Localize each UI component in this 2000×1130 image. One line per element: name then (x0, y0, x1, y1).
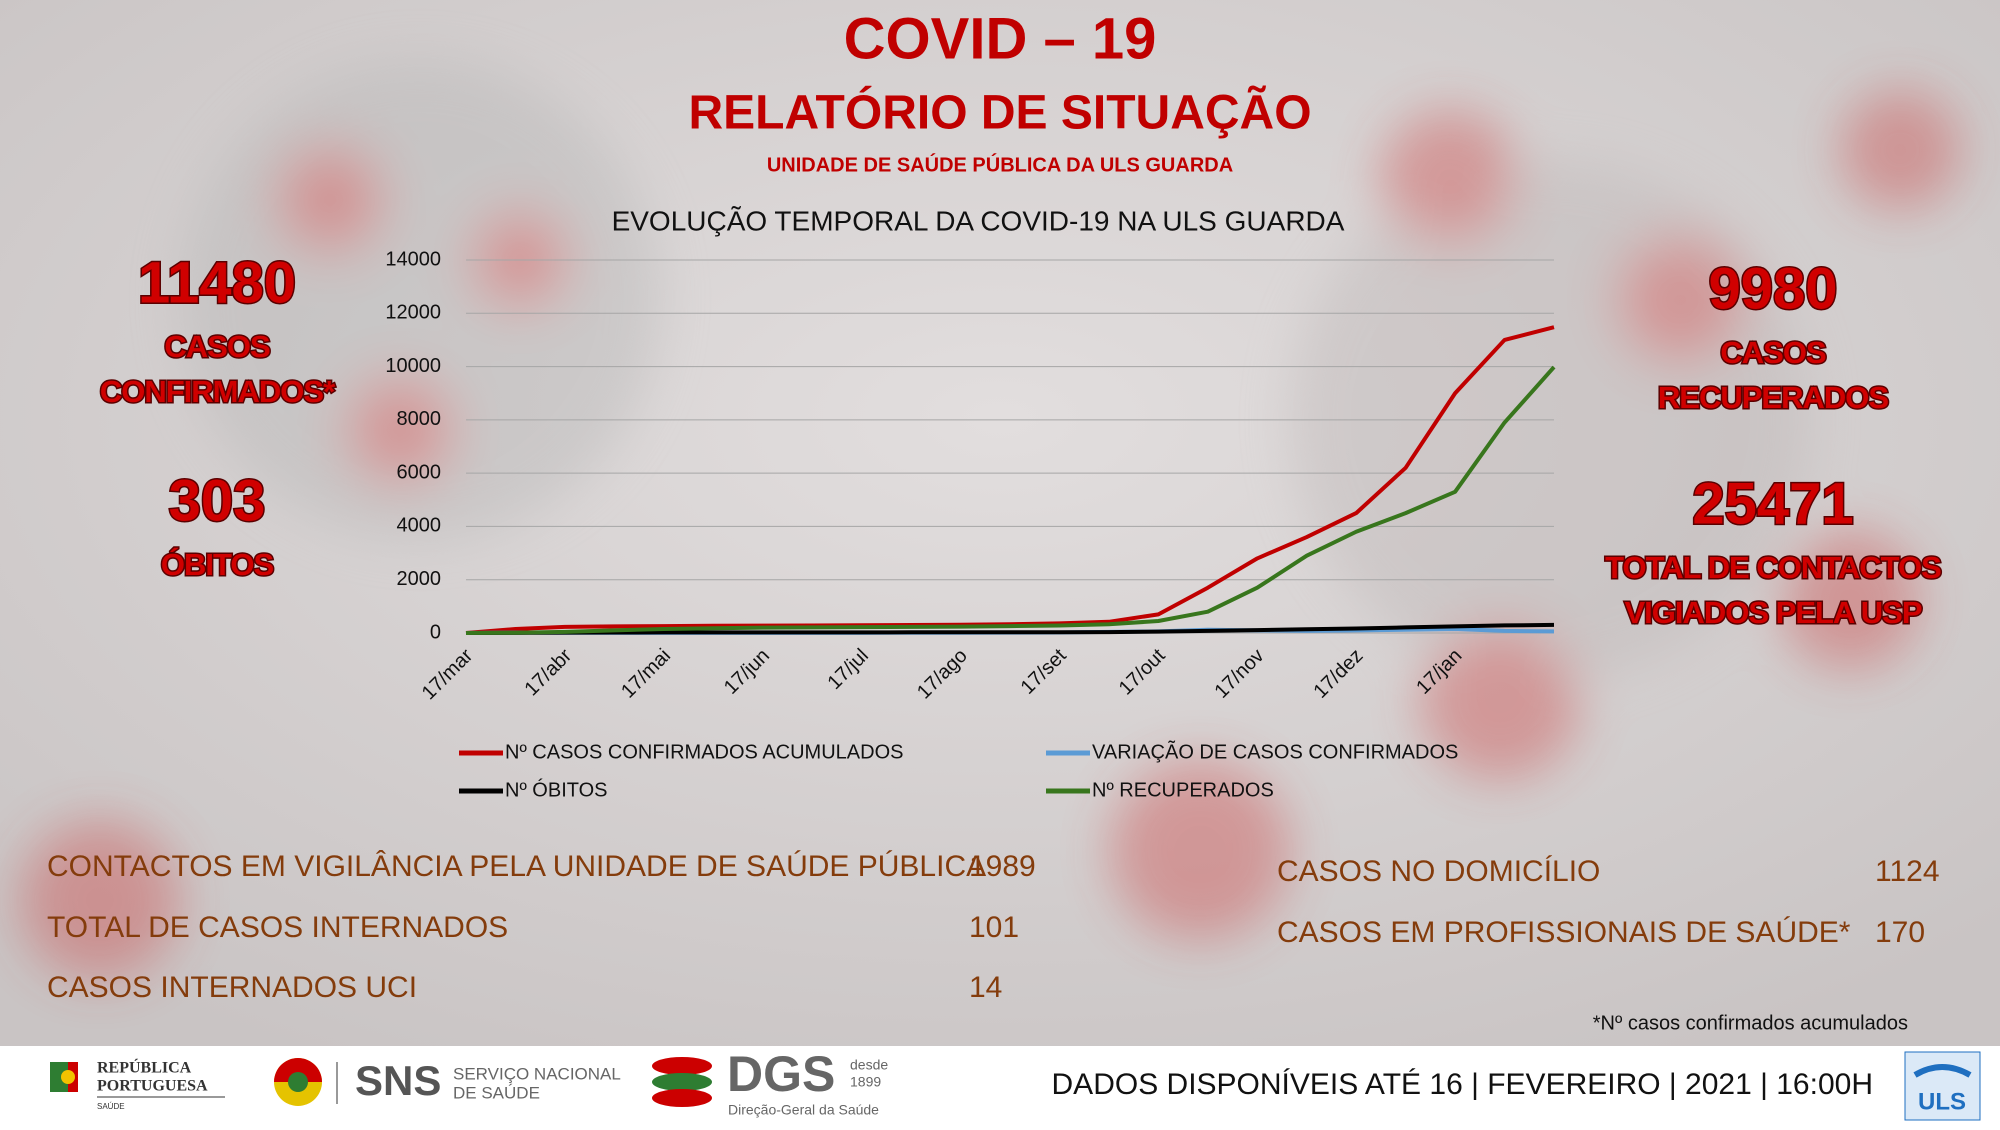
logo-text: DE SAÚDE (453, 1083, 540, 1102)
legend-label: Nº CASOS CONFIRMADOS ACUMULADOS (505, 741, 903, 763)
logo-text: SAÚDE (97, 1102, 125, 1111)
stat-value: 11480 (138, 250, 296, 315)
stat-label: VIGIADOS PELA USP (1624, 595, 1921, 630)
logo-dgs: DGS desde 1899 Direção-Geral da Saúde (652, 1046, 888, 1118)
info-value: 14 (969, 971, 1002, 1004)
info-value: 101 (969, 911, 1019, 944)
stat-label: CASOS (164, 329, 270, 364)
stat-value: 9980 (1708, 256, 1837, 321)
info-label: CONTACTOS EM VIGILÂNCIA PELA UNIDADE DE … (47, 850, 986, 883)
series-line (465, 365, 1556, 635)
logo-republica: REPÚBLICA PORTUGUESA SAÚDE (50, 1058, 225, 1111)
stat-label: RECUPERADOS (1658, 380, 1888, 415)
stat-label: TOTAL DE CONTACTOS (1605, 550, 1941, 585)
info-value: 1989 (969, 850, 1036, 883)
info-label: CASOS EM PROFISSIONAIS DE SAÚDE* (1277, 916, 1851, 949)
y-tick-label: 4000 (397, 515, 442, 537)
logo-sns: SNS SERVIÇO NACIONAL DE SAÚDE (274, 1057, 621, 1106)
stat-label: CONFIRMADOS* (100, 374, 336, 409)
logo-text: desde (850, 1057, 888, 1073)
logo-text: DGS (727, 1046, 835, 1102)
logo-text: 1899 (850, 1074, 881, 1090)
logo-text: SERVIÇO NACIONAL (453, 1064, 621, 1083)
logo-text: SNS (355, 1057, 441, 1104)
footer-text: DADOS DISPONÍVEIS ATÉ 16 | FEVEREIRO | 2… (1052, 1068, 1873, 1101)
subtitle: RELATÓRIO DE SITUAÇÃO (688, 85, 1311, 140)
logo-uls: ULS (1904, 1051, 1981, 1121)
legend-label: VARIAÇÃO DE CASOS CONFIRMADOS (1092, 739, 1458, 763)
stat-label: CASOS (1720, 335, 1826, 370)
logo-text: Direção-Geral da Saúde (728, 1102, 879, 1118)
logo-text: ULS (1918, 1088, 1966, 1115)
y-tick-label: 10000 (385, 355, 441, 377)
legend-label: Nº RECUPERADOS (1092, 779, 1274, 801)
info-label: CASOS NO DOMICÍLIO (1277, 855, 1600, 888)
y-tick-label: 0 (430, 621, 441, 643)
y-tick-label: 12000 (385, 302, 441, 324)
logo-text: REPÚBLICA (97, 1058, 192, 1077)
stat-label: ÓBITOS (161, 546, 274, 582)
y-tick-label: 2000 (397, 568, 442, 590)
chart-title: EVOLUÇÃO TEMPORAL DA COVID-19 NA ULS GUA… (612, 205, 1345, 236)
series-line (465, 622, 1555, 635)
y-tick-label: 6000 (397, 461, 442, 483)
legend-label: Nº ÓBITOS (505, 778, 608, 801)
logo-text: PORTUGUESA (97, 1078, 208, 1095)
y-tick-label: 14000 (385, 248, 441, 270)
stat-value: 303 (169, 468, 266, 533)
footer-band (0, 1046, 2000, 1125)
info-value: 170 (1875, 916, 1925, 949)
y-tick-label: 8000 (397, 408, 442, 430)
unit-name: UNIDADE DE SAÚDE PÚBLICA DA ULS GUARDA (767, 152, 1233, 176)
info-value: 1124 (1875, 855, 1940, 888)
stat-value: 25471 (1692, 471, 1853, 536)
info-label: TOTAL DE CASOS INTERNADOS (47, 911, 508, 944)
footnote: *Nº casos confirmados acumulados (1593, 1012, 1908, 1034)
info-label: CASOS INTERNADOS UCI (47, 971, 417, 1004)
title: COVID – 19 (844, 6, 1157, 71)
